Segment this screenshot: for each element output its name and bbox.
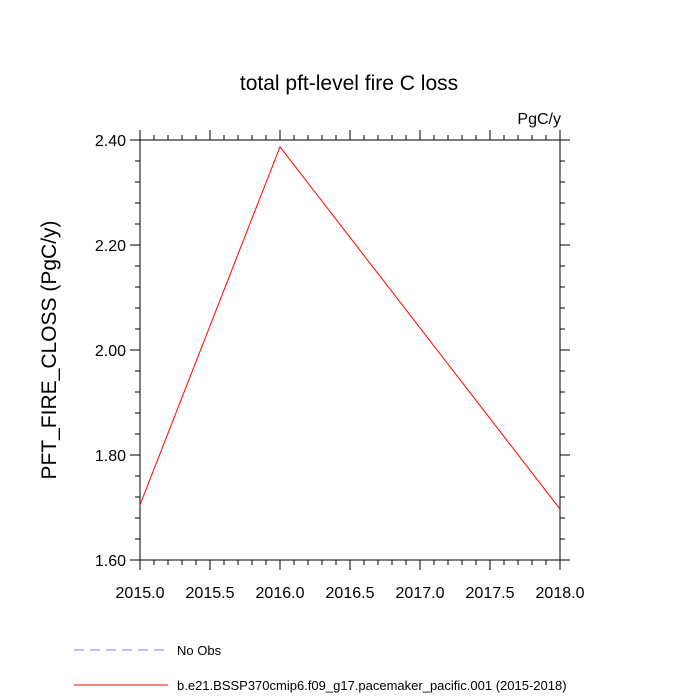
x-tick-label: 2017.5 xyxy=(466,585,515,602)
chart-title: total pft-level fire C loss xyxy=(240,72,458,95)
x-tick-label: 2016.5 xyxy=(326,585,375,602)
axes: 1.60 1.80 2.00 2.20 2.40 2015.0 2015.5 2016.0 20… xyxy=(95,130,585,602)
series-point xyxy=(279,146,281,148)
y-tick-label: 1.80 xyxy=(95,448,126,465)
y-tick-label: 2.40 xyxy=(95,133,126,150)
y-tick-label: 1.60 xyxy=(95,553,126,570)
x-tick-label: 2017.0 xyxy=(396,585,445,602)
units-label: PgC/y xyxy=(517,111,561,128)
x-tick-label: 2015.5 xyxy=(186,585,235,602)
x-tick-label: 2015.0 xyxy=(116,585,165,602)
legend: No Obs b.e21.BSSP370cmip6.f09_g17.pacemak… xyxy=(74,643,567,693)
series-point xyxy=(559,508,561,510)
y-tick-label: 2.20 xyxy=(95,238,126,255)
legend-label: No Obs xyxy=(177,643,222,658)
series-point xyxy=(139,504,141,506)
series-line xyxy=(139,145,561,510)
y-axis-label: PFT_FIRE_CLOSS (PgC/y) xyxy=(38,220,61,479)
plot-frame xyxy=(139,139,561,561)
series-layer xyxy=(139,145,561,510)
y-tick-label: 2.00 xyxy=(95,343,126,360)
x-tick-label: 2016.0 xyxy=(256,585,305,602)
legend-label: b.e21.BSSP370cmip6.f09_g17.pacemaker_pac… xyxy=(177,678,567,693)
x-tick-label: 2018.0 xyxy=(536,585,585,602)
